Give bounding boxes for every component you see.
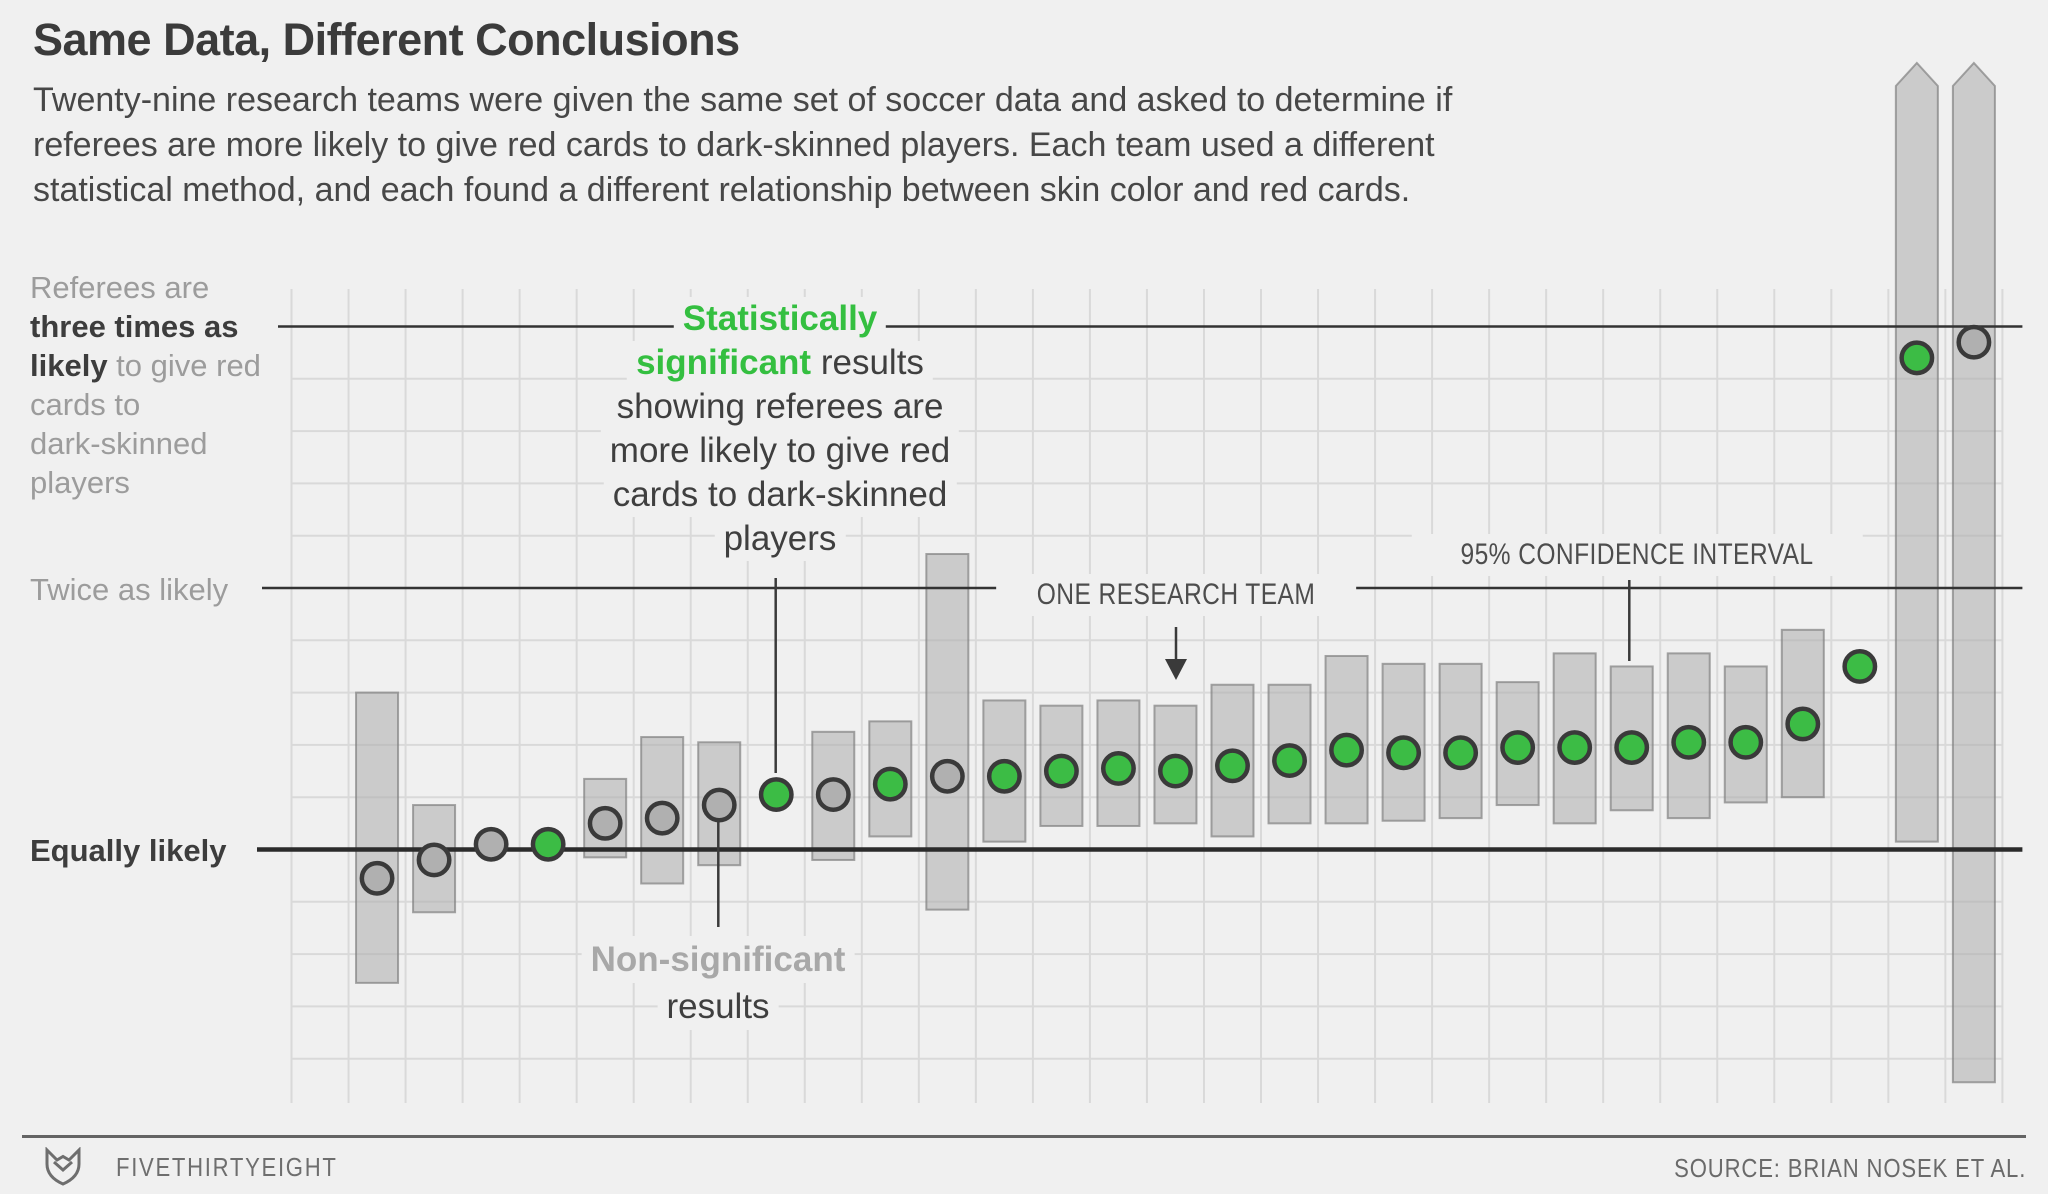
team-dot-significant xyxy=(1842,649,1878,684)
y-axis-label-three-times: Referees are three times as likely to give… xyxy=(30,268,280,502)
footer-source: SOURCE: BRIAN NOSEK ET AL. xyxy=(1673,1153,2026,1183)
team-dot-non-significant xyxy=(701,787,737,823)
annotation-text-segment: Statistically xyxy=(682,299,878,338)
annotation-line: dark-skinned xyxy=(30,424,280,463)
team-dot-significant xyxy=(1329,732,1365,768)
annotation-line: likely to give red xyxy=(30,346,280,385)
team-dot-non-significant xyxy=(473,826,509,862)
annotation-line: cards to xyxy=(30,385,280,424)
arrow-down-icon xyxy=(1165,659,1187,680)
annotation-confidence-interval: 95% CONFIDENCE INTERVAL xyxy=(1411,534,1863,576)
annotation-text-segment: Referees are xyxy=(30,270,210,305)
annotation-line: results xyxy=(657,983,779,1030)
team-dot-significant xyxy=(1043,753,1079,789)
team-dot-non-significant xyxy=(359,860,395,896)
team-dot-significant xyxy=(1671,724,1707,760)
team-dot-significant xyxy=(1158,753,1193,789)
team-dot-significant xyxy=(1728,724,1764,760)
chart-subtitle: Twenty-nine research teams were given th… xyxy=(33,78,1452,213)
team-dot-significant xyxy=(530,826,566,862)
subtitle-line: Twenty-nine research teams were given th… xyxy=(33,81,1453,119)
annotation-text-segment: players xyxy=(723,519,837,558)
team-dot-significant xyxy=(1443,735,1479,771)
team-dot-non-significant xyxy=(815,777,851,813)
annotation-confidence-interval-text: 95% CONFIDENCE INTERVAL xyxy=(1460,538,1814,571)
annotation-text-segment: cards to dark-skinned xyxy=(612,475,948,514)
team-ci-bar xyxy=(1780,628,1825,799)
annotation-one-research-team-text: ONE RESEARCH TEAM xyxy=(1036,578,1316,611)
subtitle-line: statistical method, and each found a dif… xyxy=(33,171,1411,209)
annotation-line: more likely to give red xyxy=(600,429,960,473)
annotation-text-segment: results xyxy=(666,987,770,1026)
annotation-text-segment: results xyxy=(811,343,924,382)
annotation-text-segment: to give red xyxy=(107,348,261,383)
team-ci-bar xyxy=(925,553,970,911)
team-ci-bar-open-top xyxy=(1951,61,1996,1084)
team-dot-significant xyxy=(758,777,794,813)
annotation-line: players xyxy=(30,463,280,502)
footer-brand: FIVETHIRTYEIGHT xyxy=(116,1152,338,1182)
team-dot-significant xyxy=(1500,730,1536,765)
annotation-text-segment: players xyxy=(30,465,130,500)
y-axis-label-twice: Twice as likely xyxy=(30,572,229,607)
team-dot-significant xyxy=(1100,750,1136,786)
team-dot-significant xyxy=(1614,730,1650,765)
team-dot-non-significant xyxy=(587,805,623,841)
annotation-line: Statistically xyxy=(673,297,887,341)
fivethirtyeight-fox-logo-icon xyxy=(45,1147,81,1186)
annotation-text-segment: showing referees are xyxy=(616,387,944,426)
annotation-line: Non-significant xyxy=(581,936,855,983)
annotation-line: showing referees are xyxy=(607,385,953,429)
team-dot-significant xyxy=(1899,340,1935,376)
chart-title: Same Data, Different Conclusions xyxy=(33,14,740,65)
annotation-non-significant: Non-significant results xyxy=(581,936,855,1030)
annotation-text-segment: significant xyxy=(636,343,812,382)
team-dot-non-significant xyxy=(1956,324,1992,360)
team-dot-significant xyxy=(986,758,1022,794)
annotation-line: significant results xyxy=(627,341,933,385)
team-dot-significant xyxy=(1215,748,1250,784)
team-dot-significant xyxy=(872,766,908,802)
team-dot-significant xyxy=(1557,730,1593,765)
team-dot-significant xyxy=(1386,735,1422,771)
annotation-statistically-significant: Statistically significant results showing … xyxy=(600,297,960,561)
annotation-text-segment: three times as xyxy=(30,309,239,344)
team-ci-bar-open-top xyxy=(1894,61,1939,843)
annotation-text-segment: Non-significant xyxy=(590,940,846,979)
annotation-text-segment: cards to xyxy=(30,387,141,422)
annotation-line: three times as xyxy=(30,307,280,346)
footer-divider xyxy=(22,1135,2026,1138)
annotation-line: cards to dark-skinned xyxy=(603,473,957,517)
annotation-text-segment: more likely to give red xyxy=(609,431,951,470)
subtitle-line: referees are more likely to give red car… xyxy=(33,126,1435,164)
annotation-line: Referees are xyxy=(30,268,280,307)
team-dot-non-significant xyxy=(416,842,452,878)
team-dot-non-significant xyxy=(929,758,965,794)
team-dot-significant xyxy=(1272,743,1307,779)
y-axis-label-equally: Equally likely xyxy=(30,833,227,868)
team-dot-significant xyxy=(1785,706,1821,742)
team-ci-bar xyxy=(355,691,400,984)
annotation-text-segment: likely xyxy=(30,348,108,383)
team-dot-non-significant xyxy=(644,800,680,836)
annotation-line: players xyxy=(714,517,846,561)
annotation-one-research-team: ONE RESEARCH TEAM xyxy=(996,574,1356,616)
annotation-text-segment: dark-skinned xyxy=(30,426,208,461)
